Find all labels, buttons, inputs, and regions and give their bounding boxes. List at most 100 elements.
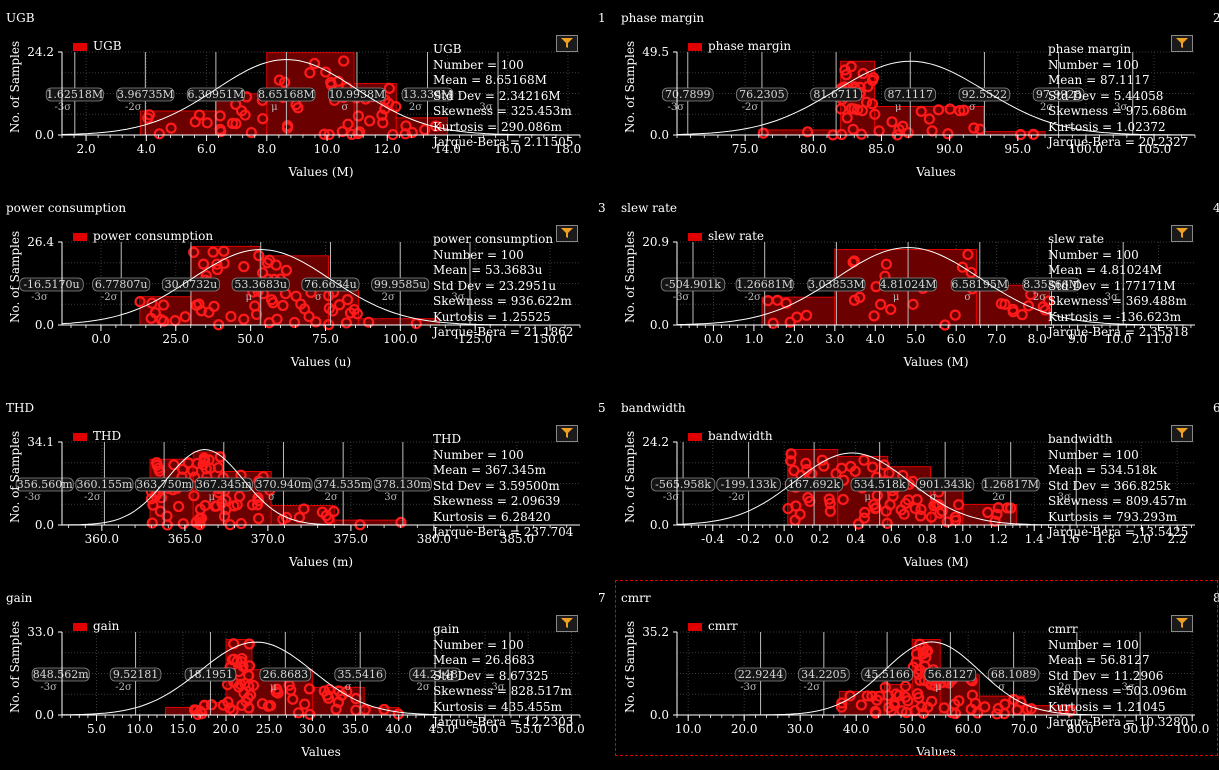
sample-marker[interactable] <box>323 513 335 525</box>
sample-marker[interactable] <box>273 74 285 86</box>
sample-marker[interactable] <box>902 494 914 506</box>
sample-marker[interactable] <box>210 500 222 512</box>
sample-marker[interactable] <box>325 76 337 89</box>
sample-marker[interactable] <box>246 499 259 511</box>
sample-marker[interactable] <box>802 126 814 138</box>
sample-marker[interactable] <box>298 503 310 515</box>
sample-marker[interactable] <box>992 702 1004 715</box>
sample-marker[interactable] <box>257 113 269 125</box>
sample-marker[interactable] <box>870 502 882 514</box>
sample-marker[interactable] <box>858 512 870 524</box>
sample-marker[interactable] <box>290 290 302 302</box>
sample-marker[interactable] <box>848 255 860 267</box>
sample-marker[interactable] <box>377 117 389 129</box>
sample-marker[interactable] <box>333 299 346 311</box>
sample-marker[interactable] <box>256 698 268 710</box>
sample-marker[interactable] <box>923 113 935 125</box>
sample-marker[interactable] <box>794 508 806 520</box>
sample-marker[interactable] <box>188 471 201 483</box>
sample-marker[interactable] <box>887 490 899 502</box>
sample-marker[interactable] <box>332 696 345 708</box>
sample-marker[interactable] <box>1042 295 1054 307</box>
sample-marker[interactable] <box>856 105 868 117</box>
histogram-bar[interactable] <box>874 105 985 136</box>
histogram-bar[interactable] <box>311 686 365 716</box>
sample-marker[interactable] <box>953 695 965 707</box>
sample-marker[interactable] <box>867 72 880 84</box>
sample-marker[interactable] <box>188 490 200 502</box>
sample-marker[interactable] <box>158 315 170 327</box>
sample-marker[interactable] <box>851 104 864 116</box>
sample-marker[interactable] <box>902 127 914 139</box>
sample-marker[interactable] <box>277 513 289 526</box>
sample-marker[interactable] <box>840 69 852 81</box>
sample-marker[interactable] <box>243 660 256 672</box>
sample-marker[interactable] <box>991 708 1003 720</box>
sample-marker[interactable] <box>859 506 871 518</box>
sample-marker[interactable] <box>303 310 315 323</box>
sample-marker[interactable] <box>271 313 283 325</box>
sample-marker[interactable] <box>839 64 851 76</box>
sample-marker[interactable] <box>823 493 835 505</box>
sample-marker[interactable] <box>225 310 237 323</box>
sample-marker[interactable] <box>146 517 158 529</box>
sample-marker[interactable] <box>332 75 344 87</box>
sample-marker[interactable] <box>330 703 342 715</box>
sample-marker[interactable] <box>824 497 836 510</box>
sample-marker[interactable] <box>243 702 255 714</box>
sample-marker[interactable] <box>267 297 279 309</box>
sample-marker[interactable] <box>1064 705 1076 717</box>
sample-marker[interactable] <box>220 494 232 506</box>
sample-marker[interactable] <box>954 105 966 117</box>
sample-marker[interactable] <box>146 297 158 309</box>
sample-marker[interactable] <box>211 263 223 276</box>
sample-marker[interactable] <box>790 500 802 512</box>
sample-marker[interactable] <box>953 499 965 511</box>
sample-marker[interactable] <box>907 661 919 673</box>
sample-marker[interactable] <box>235 655 247 668</box>
sample-marker[interactable] <box>800 457 812 469</box>
sample-marker[interactable] <box>304 67 316 79</box>
sample-marker[interactable] <box>288 316 301 329</box>
sample-marker[interactable] <box>962 248 974 261</box>
sample-marker[interactable] <box>205 699 218 711</box>
histogram-bar[interactable] <box>983 131 1046 136</box>
sample-marker[interactable] <box>161 510 173 522</box>
sample-marker[interactable] <box>1007 303 1019 316</box>
filter-button[interactable] <box>556 425 578 442</box>
sample-marker[interactable] <box>845 103 858 115</box>
histogram-panel[interactable]: 848.562m -3σ 9.52181 -2σ 18.1951 26.8683 μ 35.5… <box>0 580 606 770</box>
sample-marker[interactable] <box>852 518 865 530</box>
sample-marker[interactable] <box>858 454 870 466</box>
sample-marker[interactable] <box>376 109 388 121</box>
sample-marker[interactable] <box>942 128 954 140</box>
sample-marker[interactable] <box>888 697 900 709</box>
filter-button[interactable] <box>1171 35 1193 52</box>
sample-marker[interactable] <box>281 120 294 132</box>
sample-marker[interactable] <box>949 309 961 321</box>
sample-marker[interactable] <box>857 67 869 80</box>
filter-button[interactable] <box>556 615 578 632</box>
sample-marker[interactable] <box>211 258 223 270</box>
sample-marker[interactable] <box>390 101 402 113</box>
sample-marker[interactable] <box>177 463 189 475</box>
sample-marker[interactable] <box>785 455 797 467</box>
sample-marker[interactable] <box>855 128 868 140</box>
sample-marker[interactable] <box>338 55 350 67</box>
sample-marker[interactable] <box>199 454 211 466</box>
sample-marker[interactable] <box>920 646 933 658</box>
sample-marker[interactable] <box>279 76 291 88</box>
sample-marker[interactable] <box>854 291 866 303</box>
sample-marker[interactable] <box>965 703 977 715</box>
sample-marker[interactable] <box>363 316 375 328</box>
sample-marker[interactable] <box>341 294 354 306</box>
sample-marker[interactable] <box>195 305 207 317</box>
sample-marker[interactable] <box>899 680 912 692</box>
histogram-panel[interactable]: -565.958k -3σ -199.133k -2σ 167.692k 534.518k… <box>615 390 1219 580</box>
sample-marker[interactable] <box>968 122 980 134</box>
sample-marker[interactable] <box>208 300 220 312</box>
sample-marker[interactable] <box>207 246 219 258</box>
sample-marker[interactable] <box>363 115 376 127</box>
sample-marker[interactable] <box>897 120 909 132</box>
sample-marker[interactable] <box>885 303 897 315</box>
